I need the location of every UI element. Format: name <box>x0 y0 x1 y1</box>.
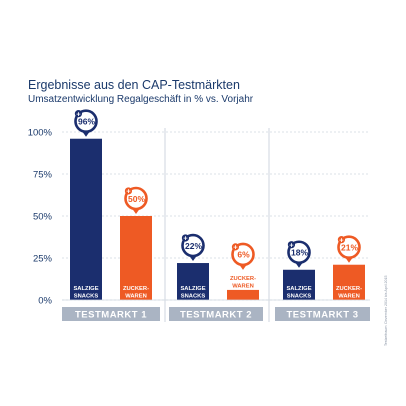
value-label: 21% <box>341 243 358 253</box>
bar-category-label: ZUCKER- <box>336 286 362 292</box>
plus-icon: + <box>183 234 188 243</box>
bar <box>70 138 102 300</box>
group-band <box>62 307 160 321</box>
value-label: 6% <box>237 250 250 260</box>
bar-category-label: WAREN <box>125 294 147 300</box>
bar <box>283 269 315 300</box>
bar <box>333 264 365 300</box>
value-label: 96% <box>78 117 95 127</box>
bar <box>120 216 152 300</box>
bar-category-label: SNACKS <box>181 294 206 300</box>
plus-badge <box>287 241 296 249</box>
chart-subtitle: Umsatzentwicklung Regalgeschäft in % vs.… <box>28 94 254 105</box>
group-band <box>169 307 263 321</box>
plus-badge <box>124 187 133 195</box>
group-band <box>275 307 370 321</box>
plus-badge <box>181 234 190 242</box>
bar <box>227 289 259 300</box>
bar-category-label: ZUCKER- <box>123 286 149 292</box>
plus-badge <box>337 236 346 244</box>
chart-title: Ergebnisse aus den CAP-Testmärkten <box>28 78 240 92</box>
plus-icon: + <box>289 240 294 249</box>
y-tick-label: 25% <box>33 254 53 265</box>
bar-category-label: SALZIGE <box>286 286 311 292</box>
bar-category-label: SNACKS <box>287 294 312 300</box>
bar-category-label: SALZIGE <box>180 286 205 292</box>
y-tick-label: 0% <box>38 296 52 307</box>
bar-category-label: WAREN <box>232 283 254 289</box>
bar-category-label: WAREN <box>338 294 360 300</box>
plus-badge <box>74 110 83 118</box>
bar-category-label: ZUCKER- <box>230 276 256 282</box>
bar-category-label: SNACKS <box>74 294 99 300</box>
bar <box>177 263 209 300</box>
y-tick-label: 50% <box>33 212 53 223</box>
y-tick-label: 100% <box>28 128 53 139</box>
value-label: 18% <box>291 248 308 258</box>
value-label: 22% <box>185 241 202 251</box>
plus-badge <box>231 243 240 251</box>
plus-icon: + <box>126 187 131 196</box>
plus-icon: + <box>339 235 344 244</box>
plus-icon: + <box>233 243 238 252</box>
value-label: 50% <box>128 194 145 204</box>
group-label: TESTMARKT 3 <box>287 310 359 321</box>
plus-icon: + <box>76 109 81 118</box>
y-tick-label: 75% <box>33 170 53 181</box>
group-label: TESTMARKT 2 <box>180 310 252 321</box>
group-label: TESTMARKT 1 <box>75 310 147 321</box>
side-note: Testzeitraum: Dezember 2014 bis April 20… <box>384 275 388 346</box>
bar-category-label: SALZIGE <box>73 286 98 292</box>
